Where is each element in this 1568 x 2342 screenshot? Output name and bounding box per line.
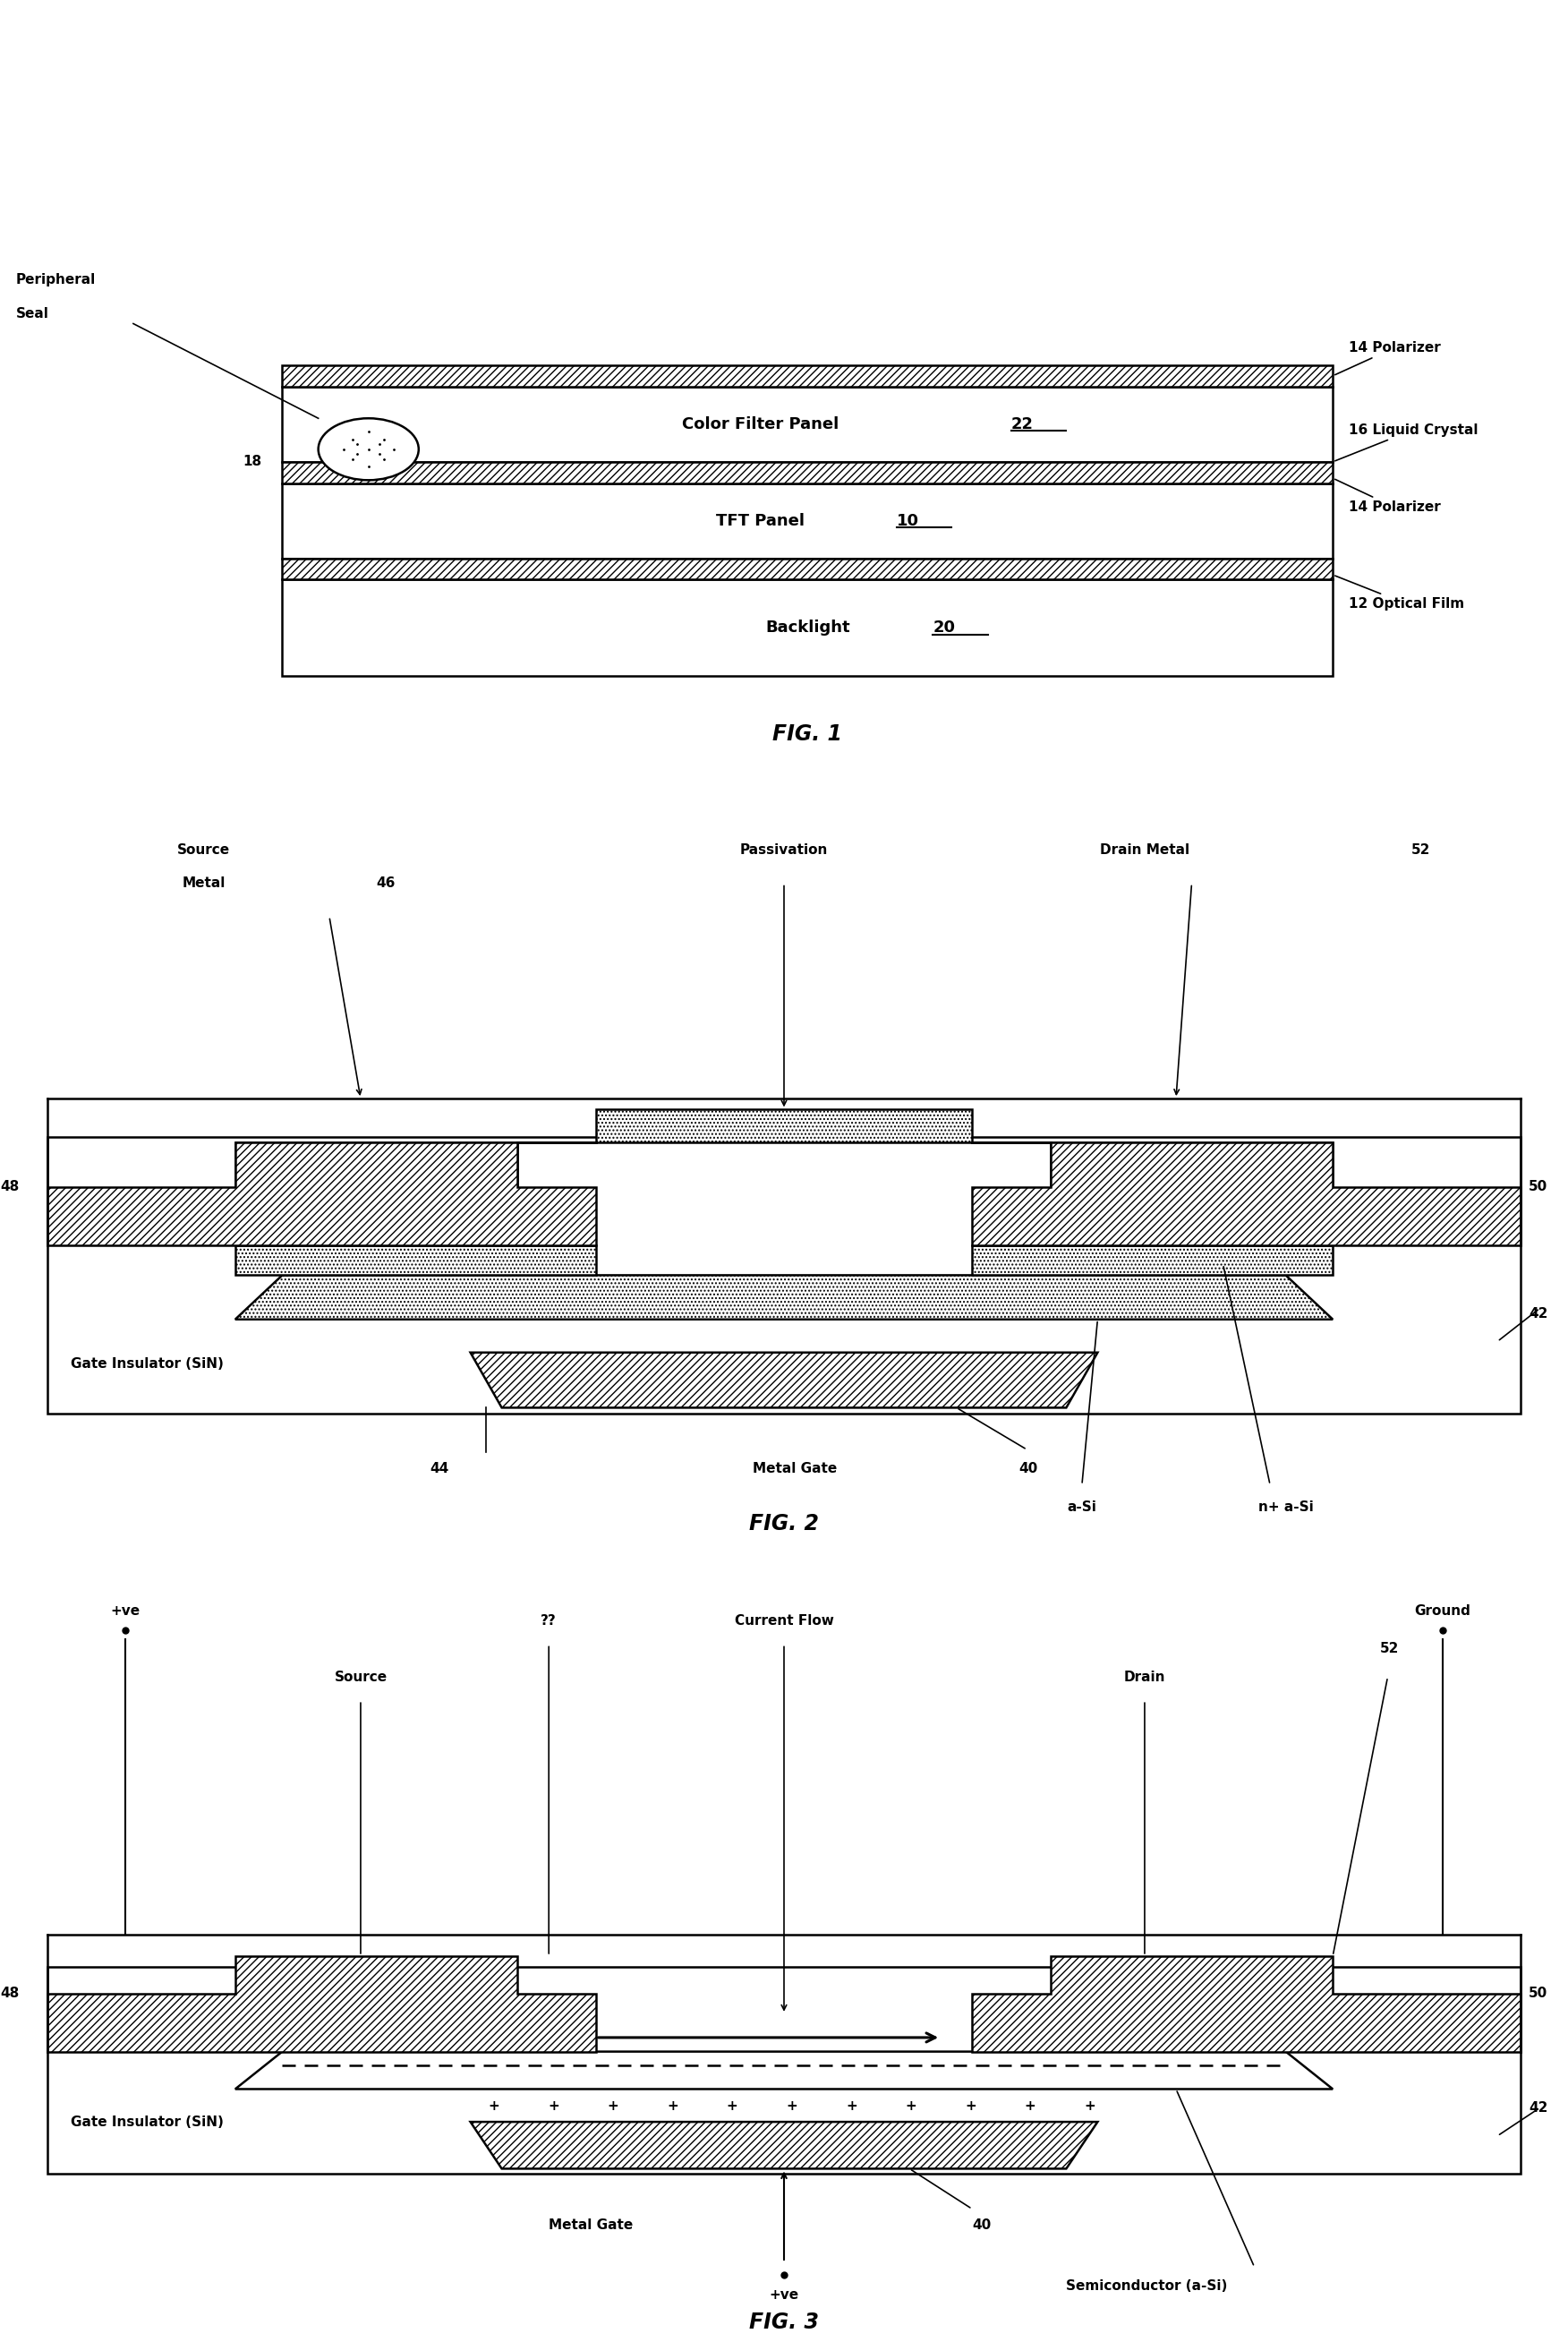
Text: 50: 50: [1529, 1986, 1548, 2000]
Text: 20: 20: [933, 621, 955, 637]
Text: Metal: Metal: [182, 876, 226, 890]
Text: Metal Gate: Metal Gate: [549, 2218, 633, 2232]
Text: 42: 42: [1529, 2101, 1548, 2115]
Text: 44: 44: [430, 1461, 448, 1475]
Circle shape: [318, 419, 419, 480]
Bar: [47, 1967, 1521, 2173]
Text: 52: 52: [1411, 843, 1430, 857]
Text: Current Flow: Current Flow: [734, 1614, 834, 1628]
Text: 50: 50: [1529, 1180, 1548, 1194]
Text: Drain Metal: Drain Metal: [1099, 843, 1190, 857]
Text: 18: 18: [243, 454, 262, 468]
Polygon shape: [470, 1354, 1098, 1408]
Text: a-Si: a-Si: [1068, 1501, 1096, 1513]
Polygon shape: [47, 1956, 596, 2052]
Polygon shape: [470, 2122, 1098, 2169]
Text: 16 Liquid Crystal: 16 Liquid Crystal: [1334, 424, 1477, 461]
Text: TFT Panel: TFT Panel: [717, 513, 804, 529]
Text: 52: 52: [1380, 1642, 1399, 1656]
Bar: [282, 578, 1333, 677]
Text: +: +: [905, 2098, 917, 2112]
Text: +ve: +ve: [111, 1604, 140, 1618]
Polygon shape: [972, 1956, 1521, 2052]
Bar: [47, 1138, 1521, 1412]
Text: Backlight: Backlight: [765, 621, 850, 637]
Text: 48: 48: [0, 1986, 19, 2000]
Text: Source: Source: [334, 1670, 387, 1684]
Text: 40: 40: [972, 2218, 991, 2232]
Text: 40: 40: [1019, 1461, 1038, 1475]
Text: Source: Source: [177, 843, 230, 857]
Text: +: +: [547, 2098, 560, 2112]
Polygon shape: [47, 1143, 596, 1246]
Text: ??: ??: [541, 1614, 557, 1628]
Text: Seal: Seal: [16, 307, 49, 321]
Text: Ground: Ground: [1414, 1604, 1471, 1618]
Polygon shape: [235, 1246, 596, 1274]
Polygon shape: [235, 1274, 1333, 1319]
Text: FIG. 2: FIG. 2: [750, 1513, 818, 1534]
Polygon shape: [235, 1110, 1333, 1187]
Text: 22: 22: [1011, 417, 1033, 433]
Bar: [282, 557, 1333, 581]
Text: 12 Optical Film: 12 Optical Film: [1334, 576, 1465, 611]
Text: Drain: Drain: [1124, 1670, 1165, 1684]
Bar: [282, 386, 1333, 461]
Text: +: +: [845, 2098, 858, 2112]
Text: n+ a-Si: n+ a-Si: [1258, 1501, 1314, 1513]
Polygon shape: [235, 2052, 1333, 2089]
Text: 46: 46: [376, 876, 395, 890]
Text: 48: 48: [0, 1180, 19, 1194]
Polygon shape: [972, 1143, 1521, 1246]
Text: FIG. 1: FIG. 1: [773, 724, 842, 745]
Text: 10: 10: [897, 513, 919, 529]
Text: Peripheral: Peripheral: [16, 274, 96, 286]
Text: Metal Gate: Metal Gate: [753, 1461, 837, 1475]
Text: +: +: [726, 2098, 739, 2112]
Text: 42: 42: [1529, 1307, 1548, 1321]
Text: 14 Polarizer: 14 Polarizer: [1334, 480, 1441, 513]
Text: Gate Insulator (SiN): Gate Insulator (SiN): [71, 2115, 224, 2129]
Polygon shape: [972, 1246, 1333, 1274]
Text: Color Filter Panel: Color Filter Panel: [682, 417, 839, 433]
Text: +ve: +ve: [770, 2288, 798, 2302]
Text: +: +: [786, 2098, 798, 2112]
Text: +: +: [488, 2098, 500, 2112]
Text: +: +: [1083, 2098, 1096, 2112]
Text: +: +: [964, 2098, 977, 2112]
Bar: [282, 365, 1333, 386]
Text: +: +: [607, 2098, 619, 2112]
Text: 14 Polarizer: 14 Polarizer: [1334, 342, 1441, 375]
Text: +: +: [1024, 2098, 1036, 2112]
Bar: [282, 461, 1333, 482]
Text: FIG. 3: FIG. 3: [750, 2312, 818, 2333]
Text: +: +: [666, 2098, 679, 2112]
Bar: [282, 482, 1333, 557]
Text: Passivation: Passivation: [740, 843, 828, 857]
Text: Semiconductor (a-Si): Semiconductor (a-Si): [1066, 2279, 1228, 2293]
Text: Gate Insulator (SiN): Gate Insulator (SiN): [71, 1356, 224, 1370]
